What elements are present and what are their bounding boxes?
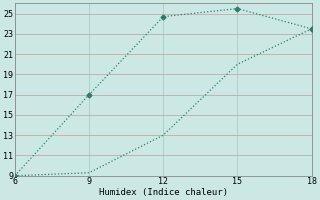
X-axis label: Humidex (Indice chaleur): Humidex (Indice chaleur): [99, 188, 228, 197]
